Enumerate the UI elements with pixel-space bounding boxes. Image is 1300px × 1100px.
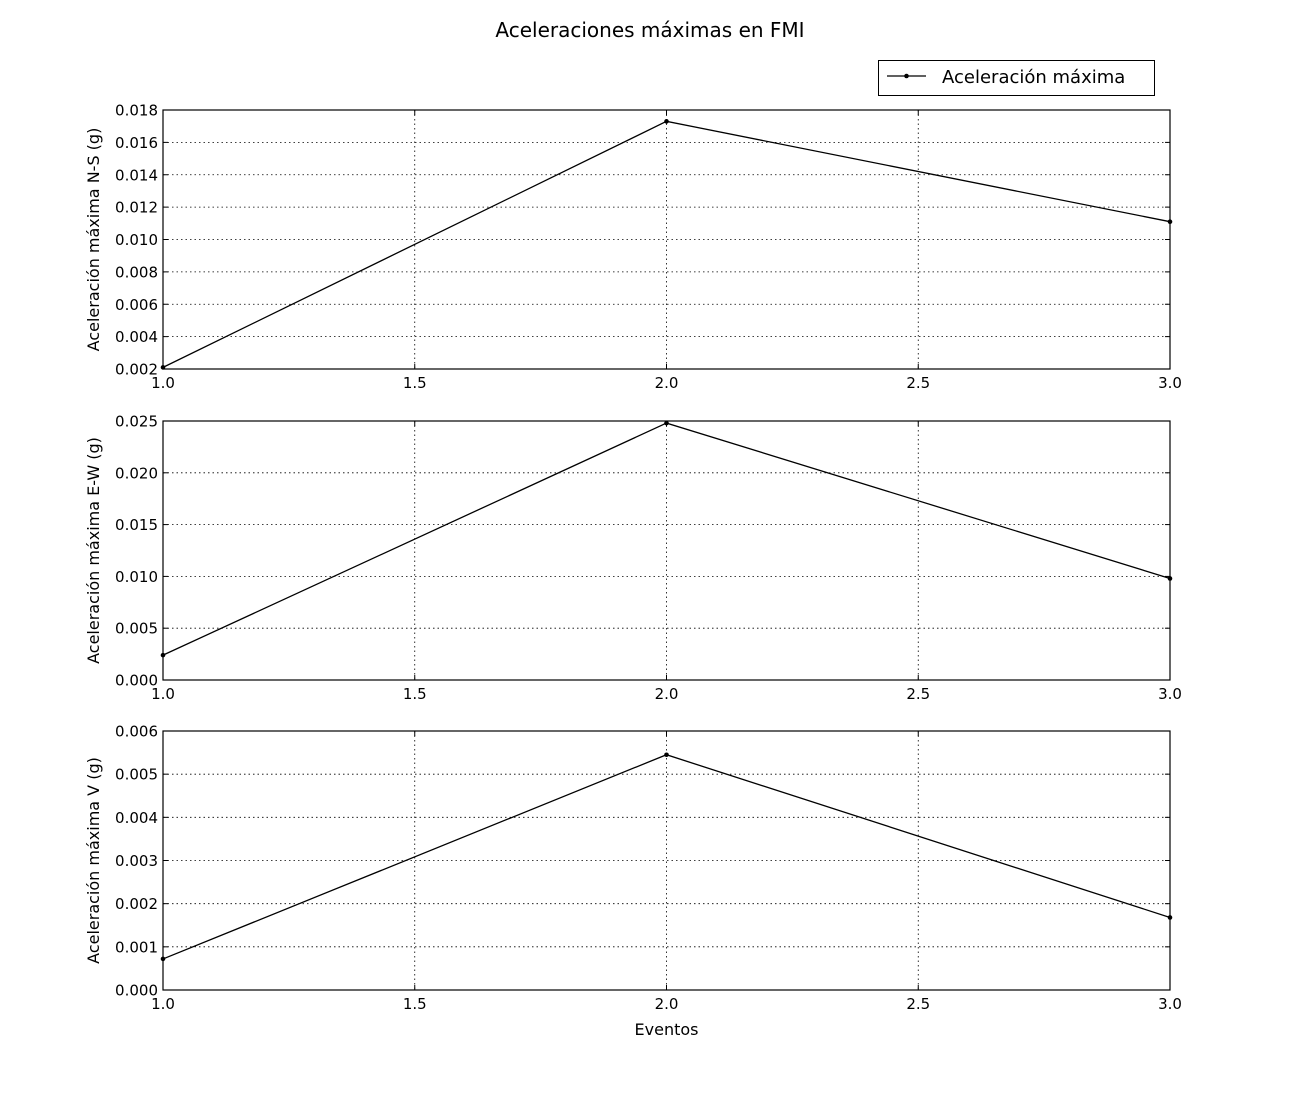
y-tick-label: 0.002 (115, 361, 158, 379)
figure-title: Aceleraciones máximas en FMI (495, 18, 804, 42)
series-line (162, 120, 1171, 368)
y-tick-label: 0.015 (115, 516, 158, 534)
y-tick-label: 0.020 (115, 464, 158, 482)
x-tick-label: 1.5 (403, 685, 427, 703)
y-tick-label: 0.005 (115, 766, 158, 784)
y-axis-label: Aceleración máxima V (g) (84, 757, 103, 964)
data-point (664, 119, 669, 124)
x-tick-label: 2.0 (655, 685, 679, 703)
x-tick-label: 3.0 (1158, 685, 1182, 703)
axes-panel-3: 1.0 1.5 2.0 2.5 3.0 0.000 0.001 0.002 0.003 0.004… (84, 723, 1182, 1040)
y-tick-label: 0.018 (115, 102, 158, 120)
y-axis-label: Aceleración máxima E-W (g) (84, 437, 103, 664)
data-point (1167, 576, 1173, 581)
x-tick-label: 3.0 (1158, 995, 1182, 1013)
axes-frame (162, 109, 1171, 370)
x-tick-label: 1.0 (151, 685, 175, 703)
y-tick-label: 0.006 (115, 296, 158, 314)
axes-panel-2: 1.0 1.5 2.0 2.5 3.0 0.000 0.005 0.010 0.015 0.020… (84, 413, 1182, 704)
y-tick-label: 0.010 (115, 568, 158, 586)
y-tick-label: 0.001 (115, 938, 158, 956)
y-tick-label: 0.002 (115, 895, 158, 913)
y-tick-label: 0.016 (115, 134, 158, 152)
x-tick-label: 3.0 (1158, 374, 1182, 392)
axes-frame (162, 420, 1171, 681)
y-tick-label: 0.006 (115, 723, 158, 741)
data-point (1167, 219, 1173, 224)
y-tick-label: 0.012 (115, 199, 158, 217)
x-tick-label: 2.5 (906, 374, 930, 392)
y-tick-label: 0.004 (115, 328, 158, 346)
data-point (160, 956, 166, 962)
x-tick-label: 2.0 (655, 374, 679, 392)
x-tick-label: 1.0 (151, 374, 175, 392)
y-tick-label: 0.000 (115, 982, 158, 1000)
x-tick-label: 2.5 (906, 995, 930, 1013)
axes-container: 1.0 1.5 2.0 2.5 3.0 0.002 0.004 0.006 0.008 0.010… (84, 102, 1182, 1040)
y-tick-label: 0.003 (115, 852, 158, 870)
y-tick-label: 0.008 (115, 263, 158, 281)
x-tick-label: 2.5 (906, 685, 930, 703)
legend-label: Aceleración máxima (942, 67, 1125, 88)
y-tick-label: 0.025 (115, 413, 158, 431)
data-point (664, 420, 669, 426)
axes-panel-1: 1.0 1.5 2.0 2.5 3.0 0.002 0.004 0.006 0.008 0.010… (84, 102, 1182, 393)
x-axis-label: Eventos (635, 1020, 699, 1039)
y-tick-label: 0.014 (115, 166, 158, 184)
data-point (664, 752, 669, 758)
x-tick-label: 2.0 (655, 995, 679, 1013)
y-tick-label: 0.010 (115, 231, 158, 249)
data-point (160, 652, 166, 658)
x-tick-label: 1.0 (151, 995, 175, 1013)
data-point (1167, 915, 1173, 920)
legend: Aceleración máxima (878, 60, 1155, 96)
legend-marker-sample (904, 73, 909, 79)
y-axis-label: Aceleración máxima N-S (g) (84, 128, 103, 352)
x-tick-label: 1.5 (403, 374, 427, 392)
x-tick-label: 1.5 (403, 995, 427, 1013)
y-tick-label: 0.004 (115, 809, 158, 827)
y-tick-label: 0.005 (115, 620, 158, 638)
data-point (160, 365, 166, 370)
axes-frame (162, 730, 1171, 991)
legend-box (878, 60, 1155, 96)
y-tick-label: 0.000 (115, 672, 158, 690)
